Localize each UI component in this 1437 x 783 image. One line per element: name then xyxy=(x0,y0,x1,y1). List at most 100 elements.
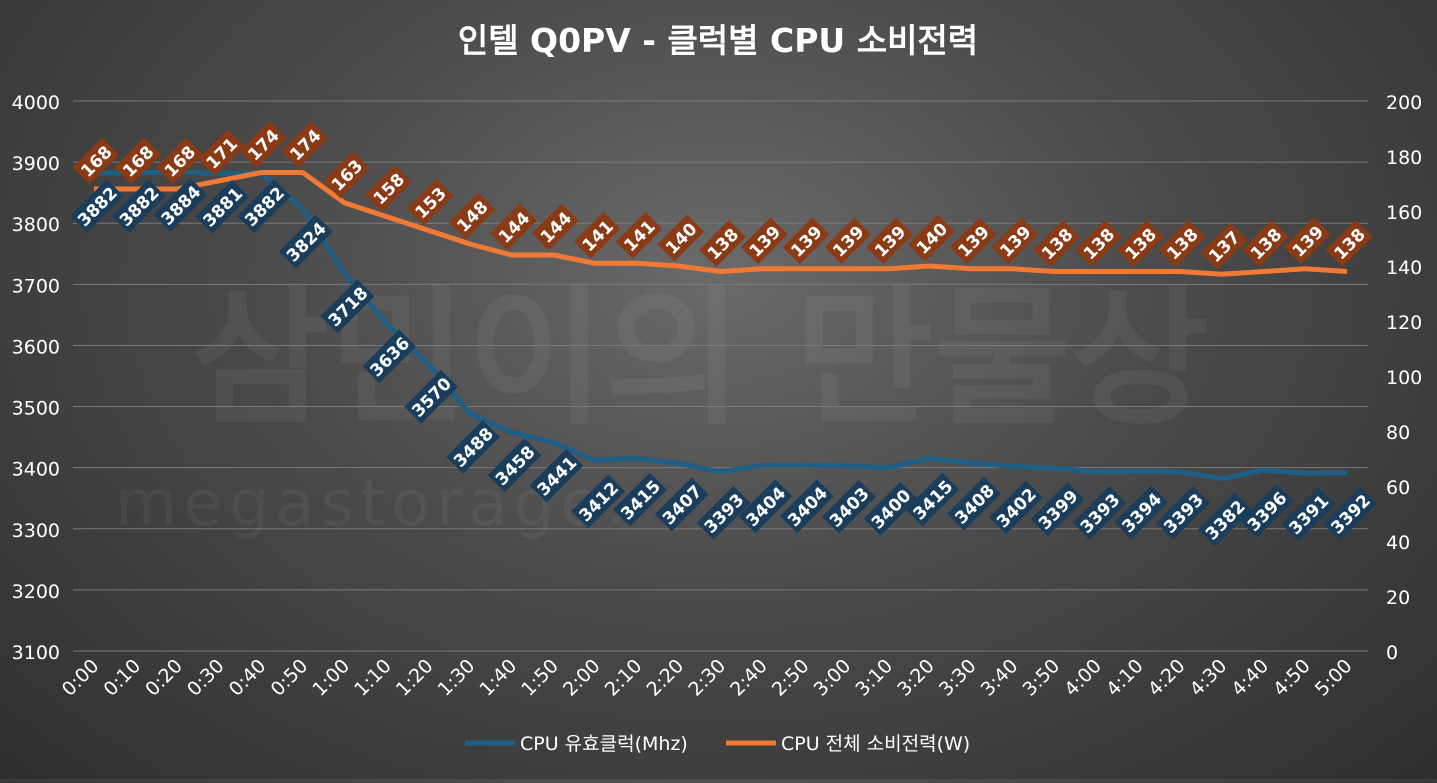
data-label-power-bg xyxy=(448,192,496,240)
data-label-clock-bg xyxy=(1323,486,1377,541)
x-tick-label: 0:00 xyxy=(58,655,104,701)
data-label-clock-bg xyxy=(613,472,667,527)
x-tick-label: 1:50 xyxy=(517,655,563,701)
data-label-clock-bg xyxy=(195,179,250,234)
data-label-clock: 3393 xyxy=(1072,486,1127,540)
data-label-power-bg xyxy=(1033,220,1081,267)
data-label-clock: 3404 xyxy=(780,479,834,534)
data-label-clock-bg xyxy=(320,279,375,334)
data-label-power-bg xyxy=(782,217,830,265)
data-label-power: 158 xyxy=(364,165,412,212)
x-tick-label: 2:20 xyxy=(643,655,689,701)
y-right-tick-label: 20 xyxy=(1386,587,1410,609)
data-label-power-bg xyxy=(991,217,1039,265)
y-right-tick-label: 60 xyxy=(1386,477,1410,499)
data-label-clock-bg xyxy=(1197,492,1252,547)
data-label-clock-bg xyxy=(905,472,960,527)
data-label-power: 138 xyxy=(1325,220,1373,267)
data-label-clock-bg xyxy=(863,481,918,536)
y-left-tick-label: 3100 xyxy=(12,642,60,664)
data-label-clock: 3394 xyxy=(1114,485,1169,540)
x-tick-label: 4:30 xyxy=(1186,655,1232,701)
data-label-power-bg xyxy=(323,151,370,199)
y-left-tick-label: 3500 xyxy=(12,398,60,420)
data-label-clock-bg xyxy=(487,438,542,493)
data-label-power: 139 xyxy=(866,217,913,265)
x-tick-label: 2:50 xyxy=(768,655,814,701)
data-label-power-bg xyxy=(824,217,872,265)
x-tick-label: 0:30 xyxy=(183,655,229,701)
data-label-power: 148 xyxy=(448,192,496,240)
data-label-clock: 3408 xyxy=(947,476,1001,531)
data-label-clock-bg xyxy=(1156,486,1210,540)
y-right-tick-label: 160 xyxy=(1386,202,1422,224)
data-label-clock-bg xyxy=(278,214,333,269)
data-label-clock-bg xyxy=(1030,482,1085,537)
data-label-power-bg xyxy=(156,137,203,185)
y-left-tick-label: 3900 xyxy=(12,153,60,175)
data-label-clock: 3392 xyxy=(1323,486,1377,541)
data-label-power-bg xyxy=(908,214,955,262)
y-right-tick-label: 140 xyxy=(1386,257,1422,279)
data-label-power: 138 xyxy=(1075,220,1122,267)
x-tick-label: 4:20 xyxy=(1144,655,1190,701)
y-right-tick-label: 200 xyxy=(1386,92,1422,114)
data-label-clock-bg xyxy=(821,479,876,534)
data-label-power-bg xyxy=(1283,217,1331,265)
legend-label-power: CPU 전체 소비전력(W) xyxy=(781,733,970,755)
data-label-power-bg xyxy=(406,178,454,226)
data-label-clock-bg xyxy=(989,480,1043,535)
data-label-power: 138 xyxy=(699,220,746,267)
data-label-power: 140 xyxy=(657,214,705,262)
data-label-power-bg xyxy=(1116,220,1164,267)
y-left-tick-label: 3800 xyxy=(12,214,60,236)
data-label-clock-bg xyxy=(111,179,166,233)
data-label-power-bg xyxy=(364,165,412,212)
x-tick-label: 3:30 xyxy=(935,655,981,701)
data-label-power-bg xyxy=(949,217,997,265)
data-label-power: 139 xyxy=(949,217,997,265)
data-label-power: 140 xyxy=(908,214,955,262)
series-line-clock xyxy=(93,169,1348,482)
data-label-clock-bg xyxy=(446,420,500,474)
chart-title: 인텔 Q0PV - 클럭별 CPU 소비전력 xyxy=(458,21,978,60)
y-right-tick-label: 40 xyxy=(1386,532,1410,554)
data-label-clock: 3399 xyxy=(1030,482,1085,537)
y-right-tick-label: 120 xyxy=(1386,312,1422,334)
data-label-power: 137 xyxy=(1200,222,1248,270)
data-label-clock: 3391 xyxy=(1281,487,1336,542)
data-label-power: 171 xyxy=(197,129,245,177)
data-label-power-bg xyxy=(699,220,746,267)
x-tick-label: 1:10 xyxy=(350,655,396,701)
data-label-power: 153 xyxy=(406,178,454,226)
x-tick-label: 4:00 xyxy=(1060,655,1106,701)
data-label-power: 141 xyxy=(573,211,621,259)
data-label-clock-bg xyxy=(529,448,584,503)
data-label-power: 168 xyxy=(156,137,203,185)
x-tick-label: 1:00 xyxy=(308,655,354,701)
data-label-power: 144 xyxy=(490,203,537,251)
data-label-clock-bg xyxy=(237,179,291,233)
x-tick-label: 5:00 xyxy=(1311,655,1357,701)
data-label-power: 138 xyxy=(1033,220,1081,267)
data-label-power: 141 xyxy=(615,211,663,259)
data-label-clock-bg xyxy=(362,329,417,384)
x-tick-label: 2:40 xyxy=(726,655,772,701)
data-label-power: 144 xyxy=(532,203,579,251)
y-left-tick-label: 3200 xyxy=(12,581,60,603)
y-right-tick-label: 180 xyxy=(1386,147,1422,169)
x-tick-label: 3:50 xyxy=(1018,655,1064,701)
data-label-clock-bg xyxy=(1281,487,1336,542)
y-left-tick-label: 3700 xyxy=(12,275,60,297)
data-label-power-bg xyxy=(1200,222,1248,270)
data-label-power-bg xyxy=(239,121,287,168)
x-tick-label: 1:20 xyxy=(392,655,438,701)
x-tick-label: 4:50 xyxy=(1269,655,1315,701)
y-right-tick-label: 100 xyxy=(1386,367,1422,389)
data-label-power-bg xyxy=(1075,220,1122,267)
data-label-power-bg xyxy=(866,217,913,265)
x-tick-label: 3:40 xyxy=(977,655,1023,701)
data-label-power-bg xyxy=(740,217,788,265)
x-tick-label: 1:30 xyxy=(434,655,480,701)
